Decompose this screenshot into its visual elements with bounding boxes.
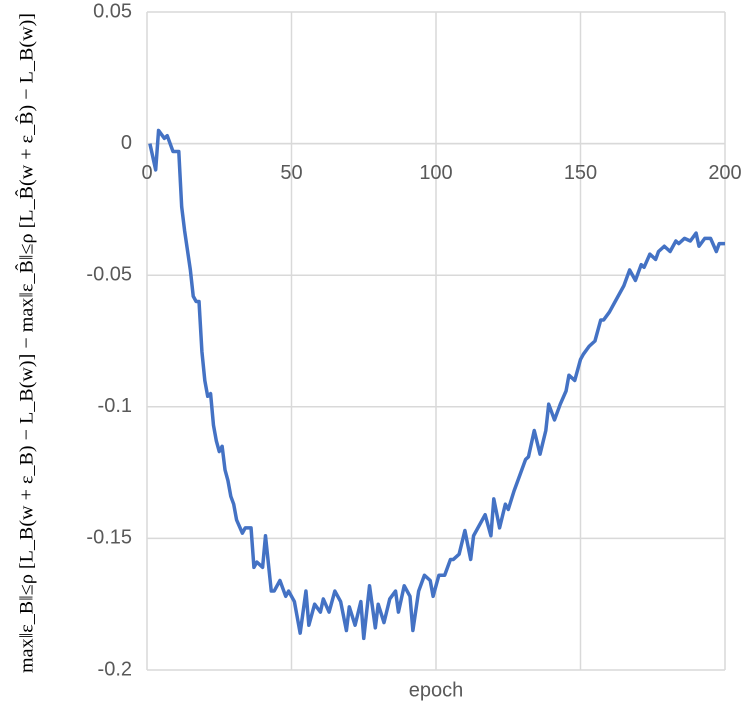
line-series — [148, 128, 725, 641]
x-tick-label: 50 — [280, 162, 302, 184]
y-tick-label: -0.05 — [86, 263, 132, 285]
y-axis-label: max‖ε_B‖≤ρ [L_B(w + ε_B) − L_B(w)] − max… — [16, 13, 38, 673]
x-tick-label: 200 — [708, 162, 741, 184]
y-tick-label: 0 — [121, 132, 132, 154]
x-tick-label: 150 — [564, 162, 597, 184]
y-tick-label: -0.1 — [98, 395, 132, 417]
x-axis-label: epoch — [409, 679, 464, 701]
y-tick-label: 0.05 — [93, 0, 132, 22]
x-tick-label: 0 — [141, 162, 152, 184]
y-tick-label: -0.2 — [98, 658, 132, 680]
y-tick-label: -0.15 — [86, 527, 132, 549]
x-tick-label: 100 — [419, 162, 452, 184]
